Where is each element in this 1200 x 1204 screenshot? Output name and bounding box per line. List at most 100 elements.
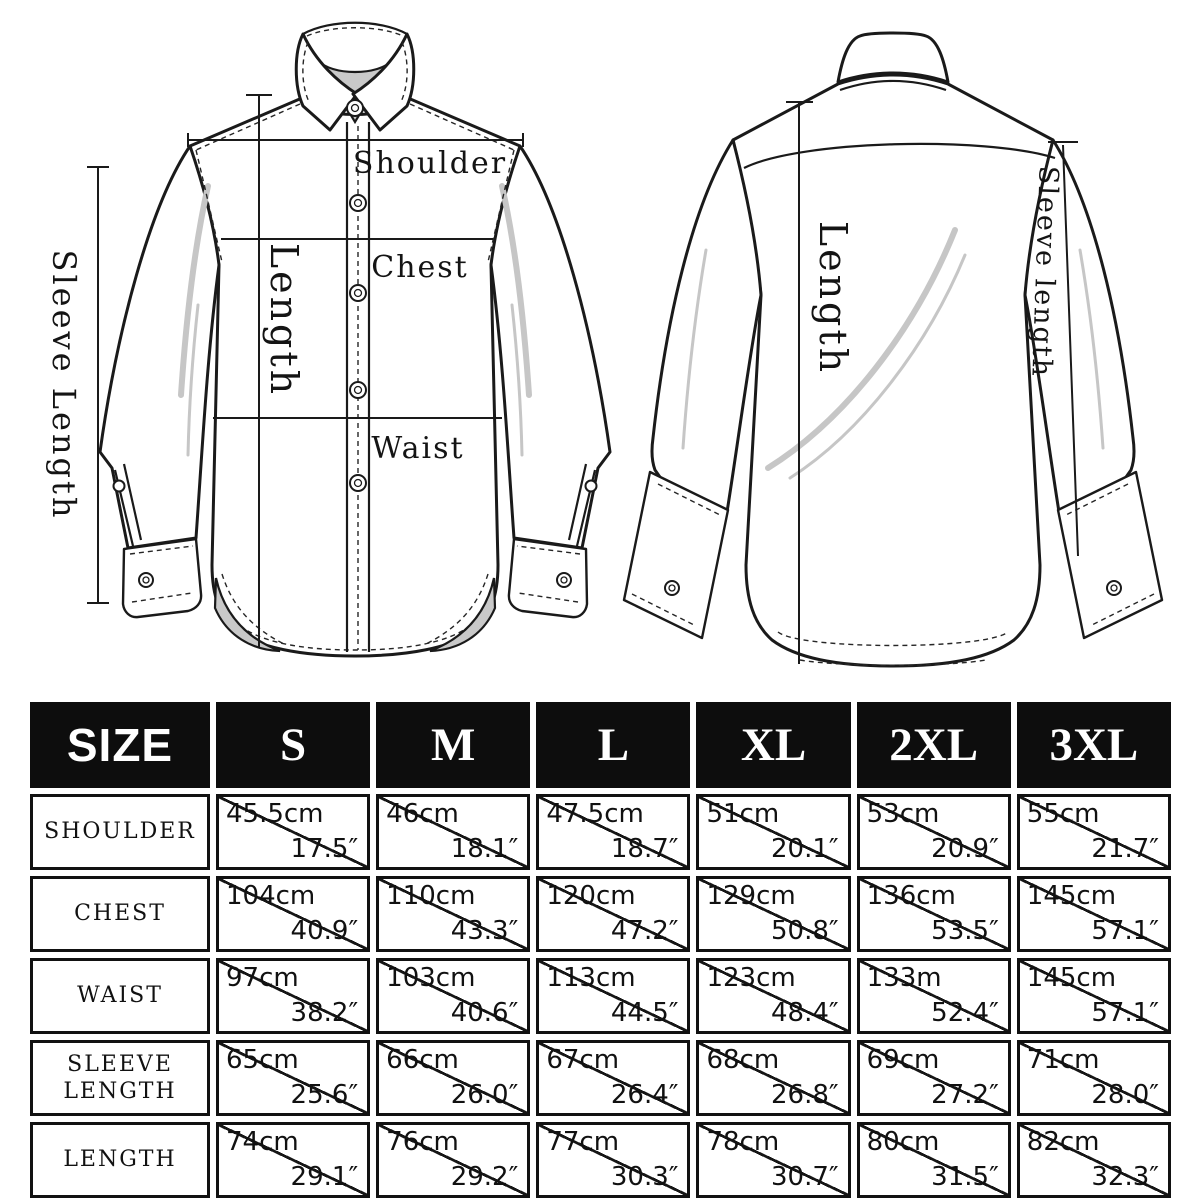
cell-length-3xl: 82cm 32.3″ <box>1016 1122 1171 1198</box>
inch-value: 26.0″ <box>450 1080 519 1110</box>
cm-value: 145cm <box>1026 963 1117 993</box>
cm-value: 110cm <box>386 881 476 911</box>
inch-value: 48.4″ <box>771 998 839 1028</box>
cm-value: 55cm <box>1026 799 1100 829</box>
cell-length-l: 77cm 30.3″ <box>536 1122 691 1198</box>
back-left-cuff-button <box>664 580 680 596</box>
front-placket-buttons <box>349 194 367 492</box>
front-body-outline <box>188 96 522 658</box>
cell-chest-2xl: 136cm 53.5″ <box>856 876 1011 952</box>
front-hem-stitch-dashed <box>239 625 471 651</box>
shirt-front-diagram: Shoulder Chest Waist Length Sleeve Lengt… <box>45 21 612 658</box>
sleeve-length-measure-line-front <box>87 166 109 604</box>
row-label-sleeve-length: SLEEVE LENGTH <box>30 1040 210 1116</box>
back-right-cuff <box>1056 470 1164 640</box>
cm-value: 113cm <box>546 963 636 993</box>
inch-value: 57.1″ <box>1091 998 1159 1028</box>
cell-shoulder-m: 46cm 18.1″ <box>376 794 531 870</box>
header-2xl: 2XL <box>856 702 1011 788</box>
front-collar-top-band <box>302 21 408 35</box>
back-right-cuff-button-inner <box>1110 584 1118 592</box>
shoulder-measure-line <box>187 133 524 147</box>
front-measurement-overlay: Shoulder Chest Waist Length Sleeve Lengt… <box>45 94 524 648</box>
cm-value: 145cm <box>1026 881 1117 911</box>
front-sleeve-length-label: Sleeve Length <box>45 250 83 521</box>
cm-value: 133m <box>866 963 942 993</box>
cell-chest-l: 120cm 47.2″ <box>536 876 691 952</box>
front-left-cuff <box>121 537 203 619</box>
inch-value: 52.4″ <box>931 998 999 1028</box>
inch-value: 53.5″ <box>931 916 999 946</box>
cell-waist-xl: 123cm 48.4″ <box>696 958 851 1034</box>
cell-sleeve-2xl: 69cm 27.2″ <box>856 1040 1011 1116</box>
size-table: SIZE S M L XL 2XL 3XL SHOULDER 45.5cm 17.… <box>24 696 1177 1204</box>
front-right-cuff <box>507 537 589 619</box>
cm-value: 129cm <box>706 881 796 911</box>
cell-sleeve-s: 65cm 25.6″ <box>216 1040 371 1116</box>
inch-value: 29.1″ <box>290 1162 359 1192</box>
cell-length-s: 74cm 29.1″ <box>216 1122 371 1198</box>
front-right-hem-gusset <box>429 577 497 653</box>
cm-value: 51cm <box>706 799 780 829</box>
inch-value: 50.8″ <box>771 916 839 946</box>
front-left-cuff-button-inner <box>142 576 150 584</box>
row-label-length: LENGTH <box>30 1122 210 1198</box>
inch-value: 31.5″ <box>931 1162 999 1192</box>
front-collar-stitch <box>302 27 408 103</box>
back-left-cuff <box>622 470 730 640</box>
front-right-cuff-button-inner <box>560 576 568 584</box>
header-m: M <box>376 702 531 788</box>
front-left-sleeve-fold-line-2 <box>186 303 200 457</box>
front-right-sleeve-fold-line-2 <box>510 303 524 457</box>
back-body-outline <box>731 73 1055 668</box>
back-fold-line-echo <box>788 253 967 480</box>
inch-value: 47.2″ <box>610 916 679 946</box>
front-left-cuff-stitch <box>129 545 194 603</box>
cell-chest-s: 104cm 40.9″ <box>216 876 371 952</box>
cm-value: 47.5cm <box>546 799 644 829</box>
front-right-cuff-button <box>556 572 572 588</box>
cm-value: 76cm <box>386 1127 459 1157</box>
inch-value: 30.3″ <box>610 1162 679 1192</box>
cm-value: 136cm <box>866 881 956 911</box>
front-placket <box>345 122 371 652</box>
table-row-waist: WAIST 97cm 38.2″ 103cm 40.6″ 113cm 44.5″ 12… <box>30 958 1171 1034</box>
inch-value: 18.7″ <box>610 834 679 864</box>
back-left-sleeve <box>650 138 763 514</box>
cell-chest-xl: 129cm 50.8″ <box>696 876 851 952</box>
back-collar <box>836 31 950 84</box>
inch-value: 57.1″ <box>1091 916 1159 946</box>
cell-sleeve-m: 66cm 26.0″ <box>376 1040 531 1116</box>
back-collar-base-line <box>839 79 947 92</box>
inch-value: 25.6″ <box>290 1080 359 1110</box>
cm-value: 66cm <box>386 1045 459 1075</box>
cm-value: 71cm <box>1026 1045 1100 1075</box>
cm-value: 103cm <box>386 963 476 993</box>
inch-value: 20.1″ <box>771 834 839 864</box>
cell-shoulder-2xl: 53cm 20.9″ <box>856 794 1011 870</box>
table-row-length: LENGTH 74cm 29.1″ 76cm 29.2″ 77cm 30.3″ 78c… <box>30 1122 1171 1198</box>
cell-length-m: 76cm 29.2″ <box>376 1122 531 1198</box>
front-armhole-seam-dashed <box>195 149 515 263</box>
inch-value: 21.7″ <box>1091 834 1159 864</box>
row-label-waist: WAIST <box>30 958 210 1034</box>
front-right-gusset-dashed <box>425 573 489 645</box>
cell-waist-3xl: 145cm 57.1″ <box>1016 958 1171 1034</box>
back-fold-line-large <box>765 227 958 471</box>
inch-value: 32.3″ <box>1091 1162 1159 1192</box>
front-right-gauntlet-button <box>584 479 598 493</box>
back-right-cuff-stitch <box>1063 483 1155 627</box>
front-chest-label: Chest <box>371 250 468 285</box>
inch-value: 27.2″ <box>931 1080 999 1110</box>
cell-length-2xl: 80cm 31.5″ <box>856 1122 1011 1198</box>
cm-value: 77cm <box>546 1127 620 1157</box>
inch-value: 29.2″ <box>450 1162 519 1192</box>
back-length-label: Length <box>811 221 855 375</box>
cm-value: 120cm <box>546 881 636 911</box>
front-length-measure-line <box>246 94 272 648</box>
front-shoulder-seam-dashed <box>195 103 515 151</box>
back-sleeve-length-measure-line <box>1048 141 1079 557</box>
inch-value: 26.8″ <box>771 1080 839 1110</box>
cell-sleeve-l: 67cm 26.4″ <box>536 1040 691 1116</box>
